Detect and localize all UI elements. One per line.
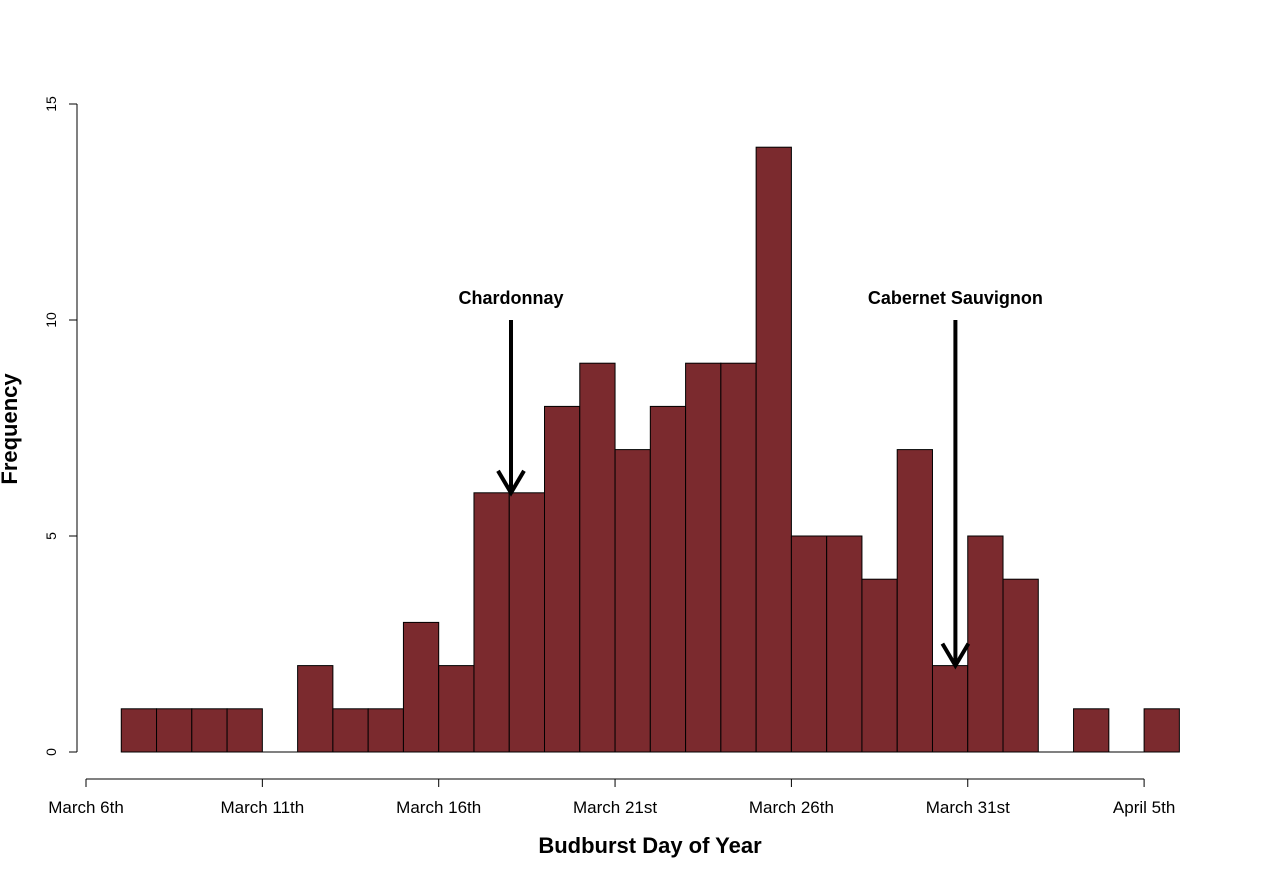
histogram-bar [1002, 578, 1039, 753]
histogram-bar [720, 362, 757, 753]
histogram-bar [755, 146, 792, 753]
x-axis: March 6th March 11th March 16th March 21st M… [48, 778, 1175, 817]
x-tick-label: March 16th [396, 798, 481, 817]
annotation-label: Chardonnay [458, 288, 563, 308]
histogram-bar [367, 708, 404, 753]
histogram-bar [861, 578, 898, 753]
y-tick-label: 10 [43, 312, 59, 328]
histogram-bar [402, 621, 440, 753]
y-tick-label: 0 [43, 748, 59, 756]
histogram-bar [332, 708, 369, 753]
x-tick-label: March 31st [926, 798, 1010, 817]
histogram-bar [191, 708, 228, 753]
histogram-bar [438, 665, 475, 753]
histogram-bar [226, 708, 263, 753]
annotations: Chardonnay Cabernet Sauvignon [458, 288, 1043, 670]
y-tick-label: 15 [43, 96, 59, 112]
x-tick-label: March 11th [220, 798, 304, 817]
annotation-arrow-head [940, 642, 971, 670]
x-tick-label: April 5th [1113, 798, 1175, 817]
histogram-bar [473, 492, 510, 753]
histogram-bar [579, 362, 616, 753]
histogram-bar [156, 708, 193, 753]
annotation-label: Cabernet Sauvignon [868, 288, 1043, 308]
histogram-bar [1143, 708, 1180, 753]
annotation-arrow-head [496, 469, 526, 497]
histogram-bar [685, 362, 722, 753]
histogram-bars [120, 146, 1180, 753]
histogram-bar [614, 449, 651, 753]
y-axis: 0 5 10 15 [43, 96, 78, 756]
x-tick-label: March 26th [749, 798, 834, 817]
x-tick-label: March 21st [573, 798, 657, 817]
x-axis-title: Budburst Day of Year [538, 833, 762, 858]
histogram-bar [967, 535, 1004, 753]
histogram-bar [297, 665, 334, 753]
histogram-bar [649, 405, 687, 753]
histogram-bar [508, 492, 546, 753]
x-tick-label: March 6th [48, 798, 124, 817]
histogram-bar [790, 535, 828, 753]
histogram-bar [896, 449, 933, 753]
histogram-bar [1073, 708, 1110, 753]
histogram-bar [931, 665, 969, 753]
histogram-bar [544, 405, 581, 753]
histogram-bar [120, 708, 158, 753]
histogram-bar [826, 535, 863, 753]
y-axis-title: Frequency [0, 373, 22, 485]
y-tick-label: 5 [43, 532, 59, 540]
